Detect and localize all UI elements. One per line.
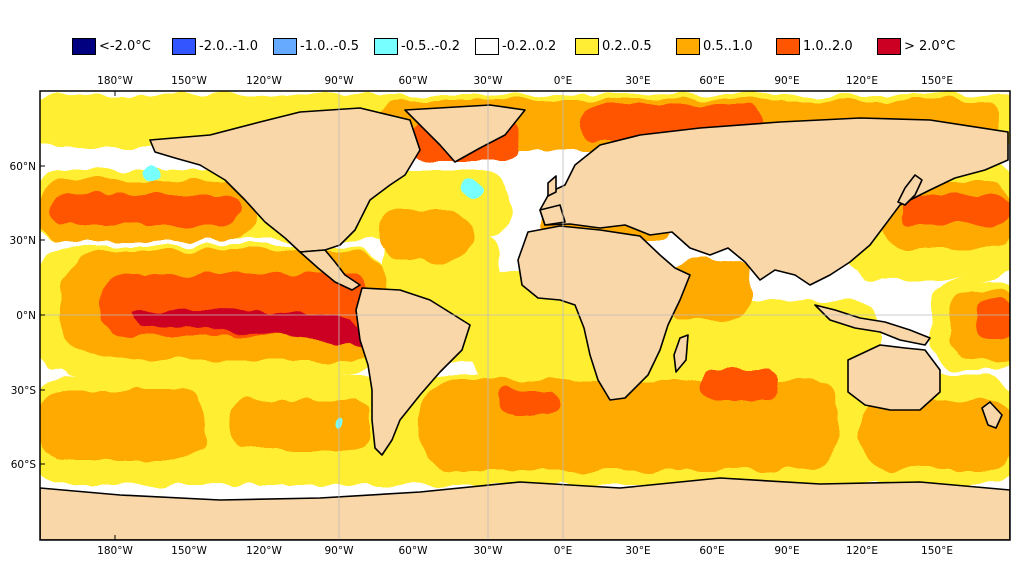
- legend-label: > 2.0°C: [904, 38, 956, 54]
- lon-tick: 150°W: [171, 545, 207, 557]
- greenland: [404, 104, 526, 163]
- lon-tick: 90°E: [774, 545, 799, 557]
- legend-item: <-2.0°C: [72, 35, 151, 57]
- lon-tick: 120°W: [246, 75, 282, 87]
- legend-item: -2.0..-1.0: [172, 35, 258, 57]
- legend-item: 0.2..0.5: [575, 35, 652, 57]
- lon-tick: 120°E: [846, 545, 878, 557]
- legend-label: -0.2..0.2: [502, 38, 557, 54]
- lon-tick: 60°E: [699, 545, 724, 557]
- legend-label: -2.0..-1.0: [199, 38, 258, 54]
- japan: [897, 174, 923, 206]
- central-america: [299, 249, 361, 291]
- bottom-longitude-ticks: 180°W 150°W 120°W 90°W 60°W 30°W 0°E 30°…: [97, 545, 953, 557]
- madrid-iberia: [539, 204, 566, 226]
- antarctica: [40, 477, 1010, 540]
- legend-swatch: [273, 37, 297, 55]
- legend-swatch: [776, 37, 800, 55]
- lon-tick: 30°E: [625, 545, 650, 557]
- legend-label: <-2.0°C: [99, 38, 151, 54]
- lon-tick: 60°E: [699, 75, 724, 87]
- legend-item: > 2.0°C: [877, 35, 955, 57]
- lon-tick: 150°W: [171, 75, 207, 87]
- lon-tick: 90°W: [325, 545, 355, 557]
- lon-tick: 150°E: [921, 75, 953, 87]
- lon-tick: 0°E: [554, 545, 573, 557]
- lat-lon-grid: [40, 91, 1010, 540]
- lat-tick: 30°N: [10, 235, 36, 247]
- legend-swatch: [877, 37, 901, 55]
- north-america: [149, 107, 421, 253]
- color-legend: <-2.0°C -2.0..-1.0 -1.0..-0.5 -0.5..-0.2…: [0, 33, 1024, 59]
- lon-tick: 180°W: [97, 75, 133, 87]
- legend-label: -1.0..-0.5: [300, 38, 359, 54]
- legend-item: -0.5..-0.2: [374, 35, 460, 57]
- legend-swatch: [676, 37, 700, 55]
- africa: [517, 225, 691, 401]
- eurasia: [539, 117, 1009, 286]
- legend-label: 0.5..1.0: [703, 38, 753, 54]
- legend-swatch: [72, 37, 96, 55]
- lon-tick: 150°E: [921, 545, 953, 557]
- uk: [547, 175, 557, 197]
- lon-tick: 90°E: [774, 75, 799, 87]
- legend-item: -1.0..-0.5: [273, 35, 359, 57]
- lat-tick: 0°N: [16, 310, 36, 322]
- legend-item: -0.2..0.2: [475, 35, 556, 57]
- legend-item: 1.0..2.0: [776, 35, 853, 57]
- new-zealand: [981, 401, 1003, 429]
- top-longitude-ticks: 180°W 150°W 120°W 90°W 60°W 30°W 0°E 30°…: [97, 75, 953, 87]
- lon-tick: 120°W: [246, 545, 282, 557]
- lon-tick: 30°W: [474, 545, 504, 557]
- lon-tick: 60°W: [399, 545, 429, 557]
- legend-item: 0.5..1.0: [676, 35, 753, 57]
- landmasses: [40, 104, 1010, 540]
- lon-tick: 0°E: [554, 75, 573, 87]
- legend-label: 0.2..0.5: [602, 38, 652, 54]
- lon-tick: 90°W: [325, 75, 355, 87]
- legend-swatch: [374, 37, 398, 55]
- anomaly-darkred: [130, 310, 372, 346]
- latitude-ticks: 60°N 30°N 0°N 30°S 60°S: [10, 161, 37, 471]
- australia: [847, 344, 941, 411]
- tick-marks: [40, 91, 116, 540]
- madagascar: [673, 334, 689, 373]
- lat-tick: 60°S: [11, 459, 37, 471]
- legend-label: -0.5..-0.2: [401, 38, 460, 54]
- legend-label: 1.0..2.0: [803, 38, 853, 54]
- lat-tick: 30°S: [11, 385, 37, 397]
- south-america: [355, 287, 471, 456]
- lon-tick: 180°W: [97, 545, 133, 557]
- legend-swatch: [575, 37, 599, 55]
- lon-tick: 120°E: [846, 75, 878, 87]
- lon-tick: 60°W: [399, 75, 429, 87]
- lon-tick: 30°W: [474, 75, 504, 87]
- legend-swatch: [172, 37, 196, 55]
- lat-tick: 60°N: [10, 161, 36, 173]
- legend-swatch: [475, 37, 499, 55]
- lon-tick: 30°E: [625, 75, 650, 87]
